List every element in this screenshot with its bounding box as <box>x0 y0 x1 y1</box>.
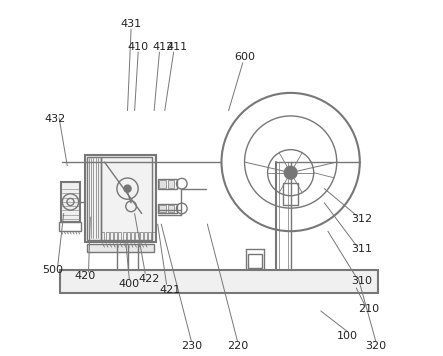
Bar <box>158 179 177 189</box>
Bar <box>85 155 156 242</box>
Circle shape <box>284 166 297 179</box>
Text: 500: 500 <box>43 265 63 275</box>
Bar <box>283 183 299 205</box>
Text: 400: 400 <box>119 279 140 289</box>
Text: 412: 412 <box>152 42 174 52</box>
Bar <box>148 232 152 241</box>
Bar <box>167 180 174 188</box>
Bar <box>60 270 377 293</box>
Bar <box>114 232 117 241</box>
Bar <box>123 232 126 241</box>
Bar <box>131 232 134 241</box>
Bar <box>144 232 147 241</box>
Circle shape <box>124 185 131 192</box>
Text: 210: 210 <box>358 304 379 314</box>
Bar <box>158 204 177 214</box>
Text: 422: 422 <box>138 274 159 284</box>
Bar <box>152 232 155 241</box>
Text: 312: 312 <box>351 214 372 224</box>
Bar <box>140 232 143 241</box>
Text: 320: 320 <box>365 341 386 351</box>
Bar <box>59 222 82 231</box>
Text: 432: 432 <box>44 115 66 125</box>
Bar <box>101 157 152 240</box>
Bar <box>135 232 139 241</box>
Bar <box>159 205 166 213</box>
Bar <box>110 232 113 241</box>
Bar <box>101 232 105 241</box>
Bar <box>87 244 154 252</box>
Text: 230: 230 <box>181 341 202 351</box>
Text: 421: 421 <box>159 285 181 295</box>
Bar <box>167 205 174 213</box>
Bar <box>118 232 121 241</box>
Text: 100: 100 <box>337 331 358 341</box>
Bar <box>159 180 166 188</box>
Text: 311: 311 <box>351 244 372 254</box>
Text: 420: 420 <box>74 271 96 281</box>
Bar <box>87 157 101 240</box>
Text: 411: 411 <box>167 42 188 52</box>
Text: 220: 220 <box>227 341 248 351</box>
Bar <box>248 254 262 268</box>
Bar <box>127 232 130 241</box>
Bar <box>61 182 80 222</box>
Text: 310: 310 <box>351 276 372 286</box>
Bar <box>105 232 109 241</box>
Text: 431: 431 <box>120 19 142 29</box>
Text: 600: 600 <box>234 52 255 62</box>
Text: 410: 410 <box>128 42 149 52</box>
